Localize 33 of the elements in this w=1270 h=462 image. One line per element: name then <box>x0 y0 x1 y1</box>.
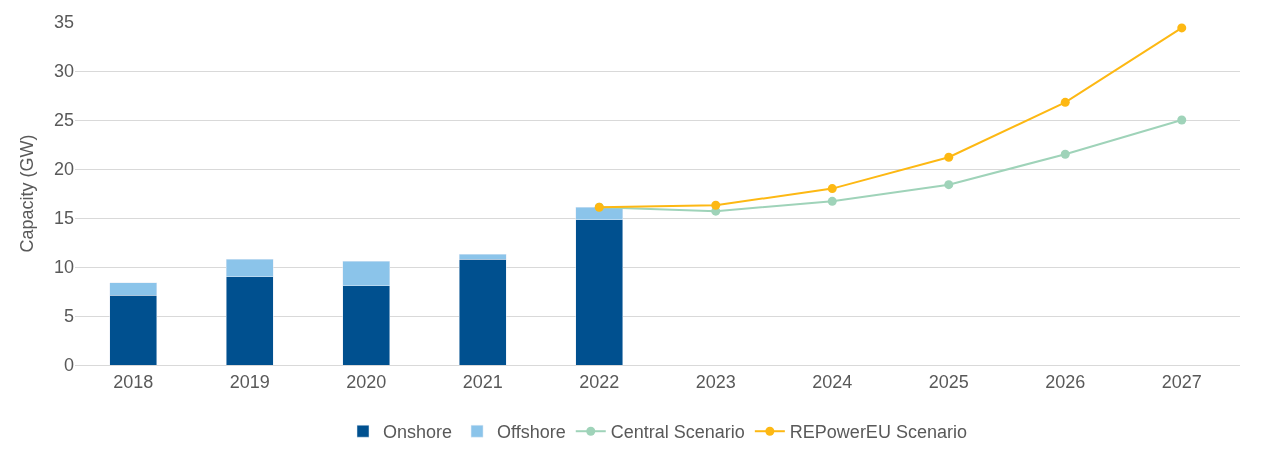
point <box>944 180 954 190</box>
point <box>944 152 954 162</box>
point <box>1060 149 1070 159</box>
x-tick-label: 2026 <box>1045 371 1086 392</box>
y-tick-label: 25 <box>53 110 74 131</box>
x-tick-label: 2018 <box>113 371 154 392</box>
legend-label: Offshore <box>497 422 566 443</box>
bar <box>459 258 507 365</box>
y-tick-label: 0 <box>63 355 74 376</box>
y-tick-label: 30 <box>53 61 74 82</box>
point <box>1177 23 1187 33</box>
y-tick-label: 5 <box>63 306 74 327</box>
x-tick-label: 2023 <box>695 371 736 392</box>
x-tick-label: 2021 <box>462 371 503 392</box>
point <box>711 200 721 210</box>
x-tick-label: 2022 <box>579 371 620 392</box>
point <box>827 196 837 206</box>
y-tick-label: 10 <box>53 257 74 278</box>
legend-label: Central Scenario <box>610 422 745 443</box>
y-tick-label: 35 <box>53 12 74 33</box>
y-tick-label: 15 <box>53 208 74 229</box>
x-tick-label: 2020 <box>346 371 387 392</box>
point <box>1177 115 1187 125</box>
x-tick-label: 2025 <box>928 371 969 392</box>
point <box>827 184 837 194</box>
y-tick-label: 20 <box>53 159 74 180</box>
point <box>1060 97 1070 107</box>
x-tick-label: 2027 <box>1161 371 1202 392</box>
y-axis-title: Capacity (GW) <box>17 134 38 253</box>
x-tick-label: 2019 <box>229 371 270 392</box>
legend-label: Onshore <box>383 422 453 443</box>
x-tick-label: 2024 <box>812 371 853 392</box>
legend-label: REPowerEU Scenario <box>789 422 967 443</box>
